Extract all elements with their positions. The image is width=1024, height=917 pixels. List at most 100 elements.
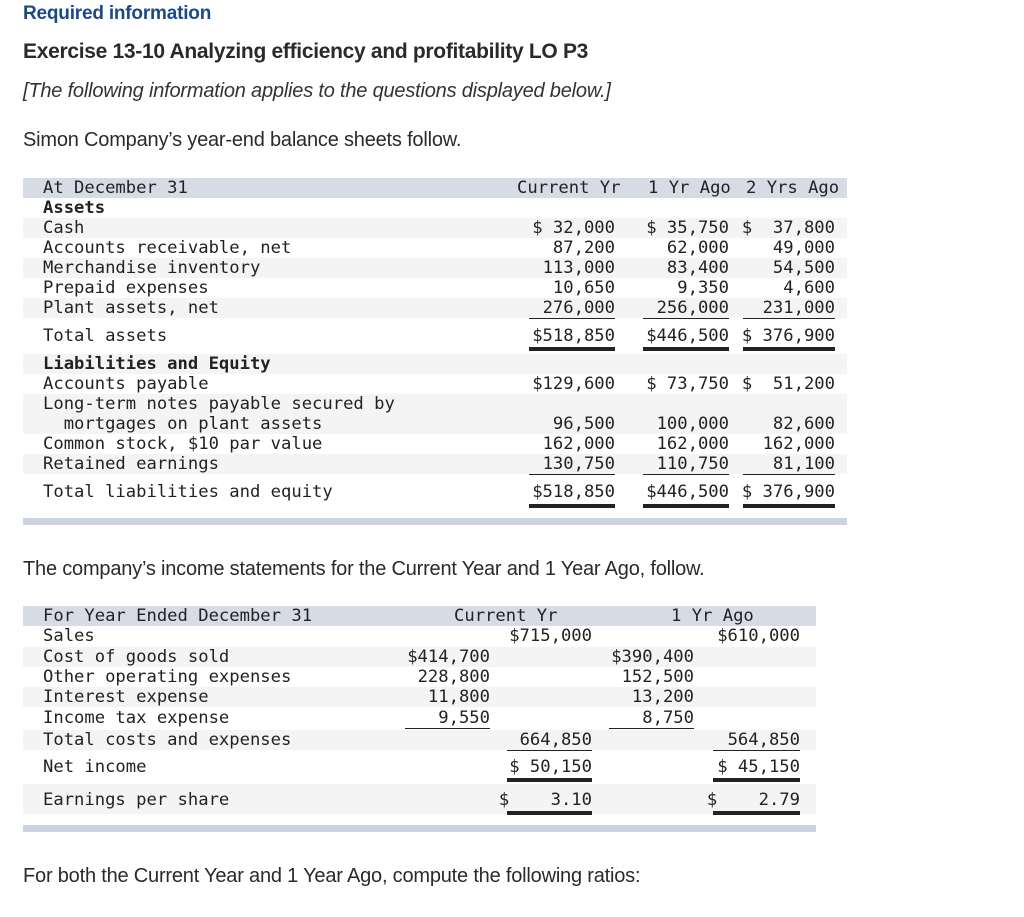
double-underline [743, 347, 835, 351]
table-row: Long-term notes payable secured by mortg… [23, 394, 847, 434]
cell-current: 276,000 [529, 298, 615, 319]
row-label: Total assets [43, 326, 168, 346]
cell-1yr: 162,000 [656, 434, 729, 454]
table-row: Retained earnings 130,750 110,750 81,100 [23, 454, 847, 475]
row-label: Long-term notes payable secured by [43, 394, 395, 414]
income-statement-table: For Year Ended December 31 Current Yr 1 … [23, 606, 816, 836]
header-label: For Year Ended December 31 [43, 606, 313, 626]
cell-current: $129,600 [532, 374, 615, 394]
balance-sheet-table: At December 31 Current Yr 1 Yr Ago 2 Yrs… [23, 178, 847, 528]
cell-2yr: $ 376,900 [741, 326, 835, 346]
table-row: Income tax expense 9,550 8,750 [23, 708, 816, 729]
cell-1yr: 256,000 [643, 298, 729, 319]
balance-sheet-header-row: At December 31 Current Yr 1 Yr Ago 2 Yrs… [23, 178, 847, 198]
double-underline [643, 347, 729, 351]
row-label: Accounts receivable, net [43, 238, 292, 258]
assets-heading: Assets [43, 198, 106, 218]
cell-2yr: 81,100 [743, 454, 835, 475]
double-underline [743, 504, 835, 508]
row-label: Prepaid expenses [43, 278, 209, 298]
row-label: Interest expense [43, 687, 209, 707]
cell-1yr: $446,500 [646, 326, 729, 346]
assets-heading-row: Assets [23, 198, 847, 218]
cell-current: $518,850 [532, 482, 615, 502]
table-row: Merchandise inventory 113,000 83,400 54,… [23, 258, 847, 278]
liabilities-heading-row: Liabilities and Equity [23, 354, 847, 374]
double-underline [643, 504, 729, 508]
cell-2yr: 54,500 [772, 258, 835, 278]
row-label: Accounts payable [43, 374, 209, 394]
cell-current-detail: 11,800 [427, 687, 490, 707]
cell-1yr: 83,400 [666, 258, 729, 278]
row-label: Retained earnings [43, 454, 219, 474]
table-row: Cost of goods sold $414,700 $390,400 [23, 647, 816, 667]
double-underline [507, 778, 592, 782]
table-row: Cash $ 32,000 $ 35,750 $ 37,800 [23, 218, 847, 238]
double-underline [529, 504, 615, 508]
cell-current-total: $715,000 [509, 626, 592, 646]
cell-2yr: $ 37,800 [741, 218, 835, 238]
cell-prior-total: $ 45,150 [717, 757, 800, 777]
table-footer-bar [23, 825, 816, 832]
cell-1yr: 9,350 [677, 278, 729, 298]
cell-1yr: $ 73,750 [646, 374, 729, 394]
double-underline [713, 778, 800, 782]
eps-row: Earnings per share $ 3.10 $ 2.79 [23, 784, 816, 814]
cell-current-detail: $414,700 [407, 647, 490, 667]
cell-prior-detail: $390,400 [611, 647, 694, 667]
cell-2yr: $ 51,200 [741, 374, 835, 394]
cell-1yr: $ 35,750 [646, 218, 729, 238]
cell-current-total: $ 50,150 [509, 757, 592, 777]
cell-2yr: 231,000 [743, 298, 835, 319]
cell-current: 96,500 [552, 414, 615, 434]
cell-prior-total: $ 2.79 [706, 790, 800, 810]
double-underline [713, 811, 800, 815]
cell-current: 162,000 [542, 434, 615, 454]
cell-current: $ 32,000 [532, 218, 615, 238]
double-underline [529, 347, 615, 351]
info-note: [The following information applies to th… [23, 80, 611, 102]
liabilities-heading: Liabilities and Equity [43, 354, 271, 374]
cell-current-total: $ 3.10 [498, 790, 592, 810]
table-row: Plant assets, net 276,000 256,000 231,00… [23, 298, 847, 319]
row-label: Net income [43, 757, 147, 777]
col-current-yr: Current Yr [517, 178, 621, 198]
col-1-yr-ago: 1 Yr Ago [648, 178, 731, 198]
total-assets-row: Total assets $518,850 $446,500 $ 376,900 [23, 326, 847, 346]
net-income-row: Net income $ 50,150 $ 45,150 [23, 757, 816, 777]
col-1-yr-ago: 1 Yr Ago [671, 606, 754, 626]
row-label: Merchandise inventory [43, 258, 261, 278]
row-label: Income tax expense [43, 708, 230, 728]
table-row: Accounts receivable, net 87,200 62,000 4… [23, 238, 847, 258]
table-row: Interest expense 11,800 13,200 [23, 687, 816, 707]
cell-prior-detail: 13,200 [631, 687, 694, 707]
cell-current: $518,850 [532, 326, 615, 346]
row-label: Total liabilities and equity [43, 482, 333, 502]
total-liabilities-row: Total liabilities and equity $518,850 $4… [23, 482, 847, 502]
table-row: Prepaid expenses 10,650 9,350 4,600 [23, 278, 847, 298]
cell-2yr: 82,600 [772, 414, 835, 434]
cell-2yr: 49,000 [772, 238, 835, 258]
row-label: Cash [43, 218, 85, 238]
row-label: Total costs and expenses [43, 730, 292, 750]
table-footer-bar [23, 518, 847, 525]
income-statement-intro: The company’s income statements for the … [23, 558, 705, 580]
required-information-heading: Required information [23, 3, 212, 24]
row-label: Sales [43, 626, 95, 646]
cell-current-total: 664,850 [507, 730, 592, 751]
row-label: Plant assets, net [43, 298, 219, 318]
cell-2yr: 4,600 [783, 278, 835, 298]
row-label: Cost of goods sold [43, 647, 230, 667]
row-label-continued: mortgages on plant assets [43, 414, 323, 434]
cell-current: 113,000 [542, 258, 615, 278]
row-label: Earnings per share [43, 790, 230, 810]
col-current-yr: Current Yr [454, 606, 558, 626]
ratios-instruction: For both the Current Year and 1 Year Ago… [23, 865, 641, 887]
table-row: Accounts payable $129,600 $ 73,750 $ 51,… [23, 374, 847, 394]
cell-1yr: 110,750 [643, 454, 729, 475]
income-header-row: For Year Ended December 31 Current Yr 1 … [23, 606, 816, 626]
cell-2yr: $ 376,900 [741, 482, 835, 502]
row-label: Other operating expenses [43, 667, 292, 687]
cell-current: 87,200 [552, 238, 615, 258]
table-row: Other operating expenses 228,800 152,500 [23, 667, 816, 687]
